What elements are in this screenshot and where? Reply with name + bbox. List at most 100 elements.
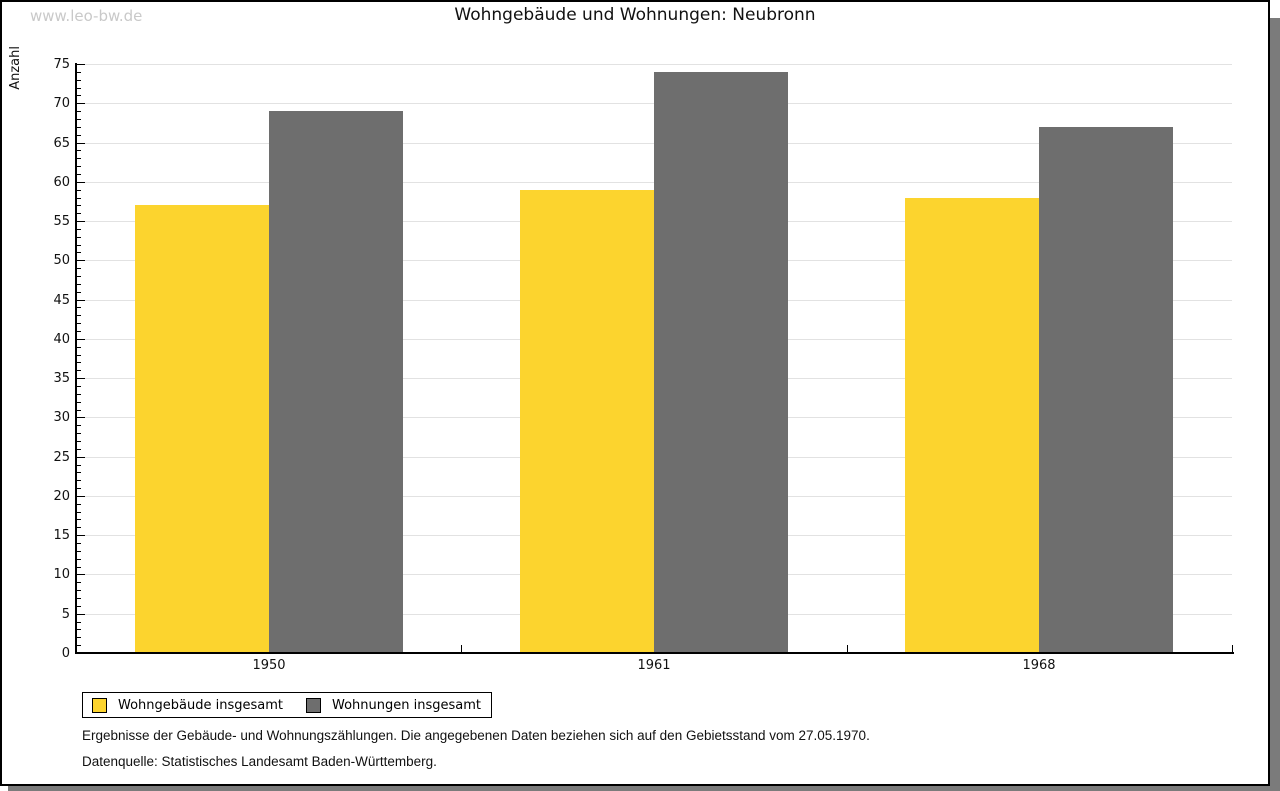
bar-1968-series-0 [905,198,1039,652]
y-tick-67 [77,127,81,128]
y-tick-30 [77,417,85,418]
y-tick-label-70: 70 [53,96,70,111]
watermark: www.leo-bw.de [30,7,143,25]
y-tick-73 [77,80,81,81]
y-tick-14 [77,543,81,544]
y-tick-35 [77,378,85,379]
legend-swatch-wohnungen [306,697,321,713]
y-tick-69 [77,111,81,112]
x-tick-label-1950: 1950 [252,658,286,673]
y-tick-11 [77,567,81,568]
y-tick-57 [77,205,81,206]
x-tick-3 [1232,645,1233,653]
y-tick-label-30: 30 [53,410,70,425]
y-tick-20 [77,496,85,497]
y-tick-65 [77,143,85,144]
y-tick-45 [77,300,85,301]
y-tick-label-50: 50 [53,253,70,268]
legend-swatch-wohngebaeude [92,697,107,713]
y-tick-37 [77,362,81,363]
y-tick-23 [77,472,81,473]
legend-label-wohngebaeude: Wohngebäude insgesamt [118,697,283,713]
y-tick-46 [77,292,81,293]
y-tick-1 [77,645,81,646]
bar-1950-series-0 [135,205,269,652]
bar-1968-series-1 [1039,127,1173,652]
footnote-source-note: Ergebnisse der Gebäude- und Wohnungszähl… [82,728,870,743]
y-tick-17 [77,519,81,520]
bar-1961-series-1 [654,72,788,652]
y-tick-18 [77,512,81,513]
y-tick-74 [77,72,81,73]
chart-title: Wohngebäude und Wohnungen: Neubronn [454,5,816,25]
y-tick-4 [77,622,81,623]
y-tick-43 [77,315,81,316]
y-tick-62 [77,166,81,167]
y-tick-16 [77,527,81,528]
y-tick-36 [77,370,81,371]
y-tick-label-65: 65 [53,136,70,151]
y-tick-label-20: 20 [53,489,70,504]
y-tick-33 [77,394,81,395]
y-tick-8 [77,590,81,591]
y-tick-label-25: 25 [53,450,70,465]
y-tick-10 [77,574,85,575]
y-tick-38 [77,355,81,356]
x-axis-line [75,652,1234,654]
y-tick-53 [77,237,81,238]
x-tick-1 [461,645,462,653]
y-tick-22 [77,480,81,481]
y-tick-50 [77,260,85,261]
y-tick-2 [77,637,81,638]
y-tick-6 [77,606,81,607]
x-tick-2 [847,645,848,653]
y-tick-31 [77,410,81,411]
y-tick-60 [77,182,85,183]
y-tick-label-35: 35 [53,371,70,386]
bar-1961-series-0 [520,190,654,652]
y-tick-13 [77,551,81,552]
y-tick-3 [77,629,81,630]
y-tick-40 [77,339,85,340]
y-tick-label-60: 60 [53,175,70,190]
y-tick-15 [77,535,85,536]
y-tick-44 [77,307,81,308]
y-tick-66 [77,135,81,136]
y-tick-70 [77,103,85,104]
y-tick-47 [77,284,81,285]
y-tick-71 [77,95,81,96]
y-tick-72 [77,88,81,89]
y-tick-61 [77,174,81,175]
y-tick-49 [77,268,81,269]
y-tick-41 [77,331,81,332]
x-tick-label-1968: 1968 [1022,658,1056,673]
y-tick-25 [77,457,85,458]
y-tick-58 [77,198,81,199]
footnote-data-source: Datenquelle: Statistisches Landesamt Bad… [82,754,437,769]
y-tick-52 [77,245,81,246]
y-tick-19 [77,504,81,505]
y-tick-51 [77,252,81,253]
y-tick-55 [77,221,85,222]
y-tick-32 [77,402,81,403]
y-tick-29 [77,425,81,426]
y-tick-label-40: 40 [53,332,70,347]
y-tick-label-55: 55 [53,214,70,229]
legend-item-wohngebaeude: Wohngebäude insgesamt [92,697,283,713]
y-tick-54 [77,229,81,230]
y-tick-26 [77,449,81,450]
y-tick-label-15: 15 [53,528,70,543]
legend-item-wohnungen: Wohnungen insgesamt [306,697,481,713]
y-tick-63 [77,158,81,159]
y-tick-label-45: 45 [53,293,70,308]
y-tick-34 [77,386,81,387]
y-tick-12 [77,559,81,560]
y-tick-28 [77,433,81,434]
x-tick-label-1961: 1961 [637,658,671,673]
y-tick-21 [77,488,81,489]
y-tick-label-0: 0 [61,646,70,661]
y-tick-64 [77,150,81,151]
gridline-y-75 [77,64,1232,65]
y-tick-7 [77,598,81,599]
